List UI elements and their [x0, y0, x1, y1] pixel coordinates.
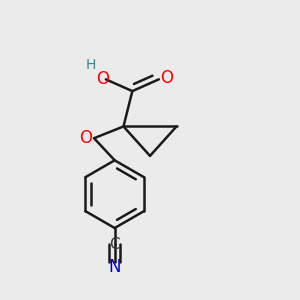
Text: N: N: [108, 258, 121, 276]
Text: O: O: [160, 69, 173, 87]
Text: O: O: [79, 129, 92, 147]
Text: C: C: [110, 237, 120, 252]
Text: O: O: [96, 70, 110, 88]
Text: H: H: [86, 58, 96, 72]
